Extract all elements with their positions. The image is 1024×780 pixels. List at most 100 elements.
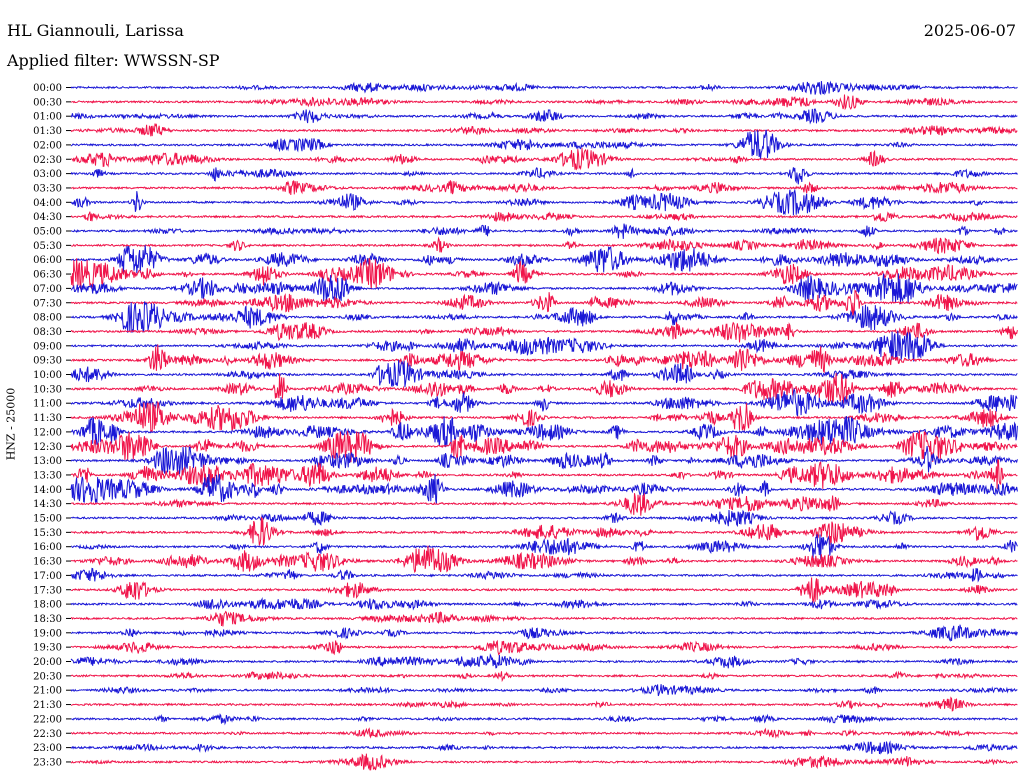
- row-time-label: 12:30: [33, 442, 62, 453]
- trace-line: [70, 516, 1018, 547]
- row-time-label: 00:30: [33, 97, 62, 108]
- trace-line: [70, 373, 1018, 404]
- trace-line: [70, 459, 1018, 489]
- trace-line: [70, 236, 1018, 255]
- trace-line: [70, 123, 1018, 137]
- trace-line: [71, 696, 1018, 712]
- station-title: HL Giannouli, Larissa: [7, 21, 184, 40]
- trace-line: [70, 387, 1018, 417]
- trace-line: [70, 493, 1018, 516]
- filter-label: Applied filter: WWSSN-SP: [7, 51, 220, 70]
- trace-line: [70, 211, 1018, 223]
- trace-line: [70, 713, 1018, 726]
- row-time-label: 14:30: [33, 499, 62, 510]
- row-time-label: 22:30: [33, 729, 62, 740]
- trace-line: [70, 670, 1018, 683]
- trace-line: [70, 400, 1018, 434]
- row-time-label: 07:30: [33, 298, 62, 309]
- row-time-label: 10:30: [33, 384, 62, 395]
- row-time-label: 22:00: [33, 714, 62, 725]
- trace-line: [70, 577, 1018, 603]
- trace-line: [71, 415, 1018, 448]
- row-time-label: 02:30: [33, 155, 62, 166]
- row-time-label: 03:00: [33, 169, 62, 180]
- trace-line: [70, 509, 1018, 528]
- row-time-label: 23:30: [33, 757, 62, 768]
- trace-line: [70, 180, 1018, 196]
- trace-line: [70, 80, 1018, 96]
- row-time-label: 03:30: [33, 183, 62, 194]
- trace-line: [70, 108, 1018, 125]
- row-time-label: 08:30: [33, 327, 62, 338]
- row-time-label: 06:00: [33, 255, 62, 266]
- trace-line: [70, 567, 1018, 583]
- row-time-label: 07:00: [33, 284, 62, 295]
- trace-line: [70, 684, 1018, 697]
- row-time-label: 20:00: [33, 657, 62, 668]
- seismogram-traces: [70, 80, 1018, 771]
- trace-line: [70, 148, 1018, 171]
- row-time-label: 18:30: [33, 614, 62, 625]
- row-time-label: 06:30: [33, 270, 62, 281]
- row-time-label: 13:30: [33, 470, 62, 481]
- row-time-label: 09:30: [33, 356, 62, 367]
- row-time-label: 14:00: [33, 485, 62, 496]
- trace-line: [70, 545, 1018, 574]
- trace-line: [70, 94, 1018, 111]
- row-time-label: 11:00: [33, 399, 62, 410]
- row-time-label: 19:00: [33, 628, 62, 639]
- trace-line: [70, 129, 1018, 159]
- row-time-label: 18:00: [33, 600, 62, 611]
- row-time-label: 11:30: [33, 413, 62, 424]
- trace-line: [70, 596, 1018, 611]
- row-time-label: 19:30: [33, 643, 62, 654]
- row-time-label: 04:30: [33, 212, 62, 223]
- row-time-label: 01:30: [33, 126, 62, 137]
- trace-line: [70, 330, 1018, 362]
- row-time-label: 05:30: [33, 241, 62, 252]
- row-time-label: 21:00: [33, 686, 62, 697]
- row-time-label: 04:00: [33, 198, 62, 209]
- row-time-label: 15:30: [33, 528, 62, 539]
- trace-line: [70, 301, 1018, 334]
- trace-line: [70, 344, 1018, 374]
- trace-line: [70, 188, 1018, 216]
- row-time-labels: 00:00 00:30 01:00 01:30 02:00 02:30 03:00 03:30…: [33, 83, 71, 768]
- trace-line: [70, 167, 1018, 185]
- trace-line: [70, 359, 1018, 388]
- row-time-label: 09:00: [33, 341, 62, 352]
- row-time-label: 17:30: [33, 585, 62, 596]
- trace-line: [70, 610, 1018, 627]
- trace-line: [70, 446, 1018, 475]
- row-time-label: 23:00: [33, 743, 62, 754]
- trace-line: [70, 321, 1018, 343]
- row-time-label: 10:00: [33, 370, 62, 381]
- row-time-label: 01:00: [33, 112, 62, 123]
- trace-line: [70, 473, 1018, 504]
- trace-line: [70, 430, 1018, 463]
- trace-line: [70, 273, 1018, 305]
- trace-line: [70, 257, 1018, 291]
- trace-line: [70, 624, 1018, 642]
- trace-line: [71, 223, 1018, 239]
- row-time-label: 00:00: [33, 83, 62, 94]
- trace-line: [70, 639, 1018, 656]
- trace-line: [70, 289, 1018, 317]
- row-time-label: 17:00: [33, 571, 62, 582]
- row-time-label: 15:00: [33, 514, 62, 525]
- trace-line: [70, 653, 1018, 669]
- trace-line: [70, 740, 1018, 755]
- row-time-label: 08:00: [33, 313, 62, 324]
- trace-line: [70, 534, 1018, 560]
- row-time-label: 16:00: [33, 542, 62, 553]
- row-time-label: 13:00: [33, 456, 62, 467]
- row-time-label: 05:00: [33, 227, 62, 238]
- row-time-label: 16:30: [33, 557, 62, 568]
- row-time-label: 02:00: [33, 140, 62, 151]
- row-time-label: 21:30: [33, 700, 62, 711]
- trace-line: [70, 727, 1018, 739]
- row-time-label: 12:00: [33, 427, 62, 438]
- row-time-label: 20:30: [33, 671, 62, 682]
- plot-date: 2025-06-07: [923, 21, 1016, 40]
